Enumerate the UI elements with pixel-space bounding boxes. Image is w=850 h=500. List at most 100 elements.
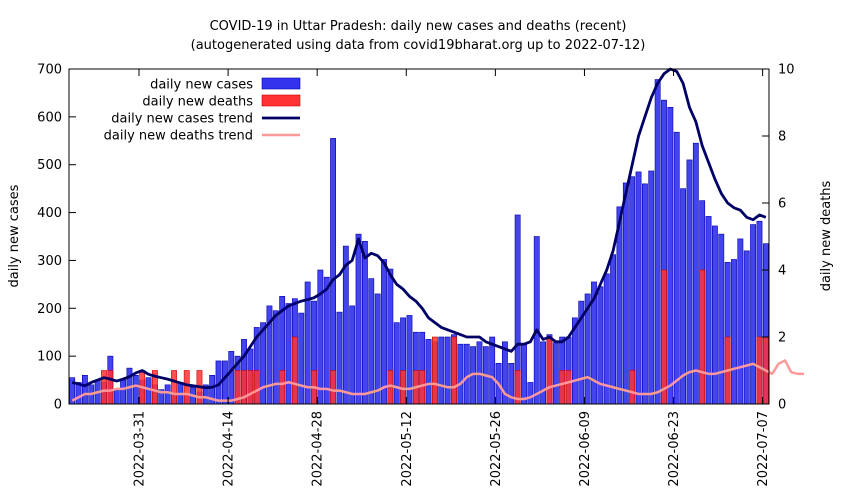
case-bar <box>260 322 267 405</box>
case-bar <box>673 131 680 405</box>
case-bar <box>489 336 496 405</box>
case-bar <box>521 343 527 405</box>
case-bar <box>164 384 171 405</box>
cases-trend-line <box>71 67 767 390</box>
case-bar <box>393 322 400 405</box>
case-bar <box>406 315 413 405</box>
case-bar <box>737 238 744 405</box>
x-tick-label: 2022-06-09 <box>578 411 593 487</box>
case-bar <box>361 240 368 405</box>
case-bar <box>323 276 330 405</box>
case-bar <box>635 171 642 405</box>
y2-tick-label: 0 <box>778 398 786 413</box>
case-bar <box>444 336 451 405</box>
legend-swatch-deaths <box>261 94 301 107</box>
case-bar <box>317 269 324 405</box>
case-bar <box>743 250 750 405</box>
case-bar <box>285 303 292 405</box>
case-bar <box>272 310 279 405</box>
case-bar <box>750 224 756 405</box>
death-bar <box>253 370 260 405</box>
case-bar <box>540 341 546 405</box>
death-bar <box>291 336 298 405</box>
y-axis-label: daily new cases <box>7 184 22 287</box>
case-bar <box>349 305 356 405</box>
death-bar <box>756 336 763 405</box>
death-bar <box>183 370 190 405</box>
death-bar <box>451 336 457 405</box>
legend: daily new cases daily new deaths daily new… <box>104 77 301 144</box>
case-bar <box>438 336 445 405</box>
case-bar <box>463 343 470 405</box>
death-bar <box>171 370 177 405</box>
legend-label: daily new cases trend <box>111 112 253 127</box>
case-bar <box>552 342 559 405</box>
y-tick-label: 0 <box>54 398 62 413</box>
y-tick-label: 300 <box>37 254 62 269</box>
case-bar <box>680 188 686 405</box>
plot-area <box>69 67 804 405</box>
y2-tick-label: 4 <box>778 264 786 279</box>
case-bar <box>527 382 534 405</box>
case-bar <box>533 236 540 405</box>
death-bar <box>629 370 636 405</box>
case-bar <box>457 343 464 405</box>
y-tick-label: 700 <box>37 63 62 78</box>
case-bar <box>368 278 375 405</box>
chart-subtitle: (autogenerated using data from covid19bh… <box>191 38 646 53</box>
death-bar <box>699 269 706 405</box>
death-bar <box>661 269 667 405</box>
y-tick-label: 600 <box>37 110 62 125</box>
death-bar <box>330 370 337 405</box>
case-bar <box>641 183 648 405</box>
chart-title: COVID-19 in Uttar Pradesh: daily new cas… <box>210 19 627 34</box>
x-tick-label: 2022-06-23 <box>667 411 682 487</box>
y-tick-label: 400 <box>37 206 62 221</box>
plot-frame <box>68 68 770 405</box>
y2-tick-label: 2 <box>778 331 786 346</box>
y-tick-label: 500 <box>37 158 62 173</box>
legend-label: daily new deaths <box>142 95 253 110</box>
case-bar <box>731 259 737 405</box>
case-bar <box>298 312 305 405</box>
case-bar <box>120 379 127 405</box>
death-bar <box>431 336 438 405</box>
case-bar <box>374 293 381 405</box>
case-bar <box>145 377 152 405</box>
case-bar <box>705 216 712 405</box>
death-bar <box>559 370 566 405</box>
x-tick-label: 2022-05-12 <box>400 411 415 487</box>
death-bar <box>279 370 286 405</box>
case-bar <box>686 159 693 405</box>
case-bar <box>718 233 725 405</box>
x-tick-label: 2022-04-14 <box>222 411 237 487</box>
death-bar <box>565 370 572 405</box>
x-tick-label: 2022-05-26 <box>489 411 504 487</box>
legend-swatch-cases <box>261 77 301 90</box>
case-bar <box>228 351 235 405</box>
case-bar <box>597 286 604 405</box>
case-bar <box>654 79 661 405</box>
y-tick-label: 100 <box>37 350 62 365</box>
x-tick-label: 2022-04-28 <box>311 411 326 487</box>
case-bar <box>330 138 337 405</box>
y2-tick-label: 10 <box>778 63 795 78</box>
case-bar <box>711 225 718 405</box>
case-bar <box>425 339 432 405</box>
case-bar <box>622 182 629 405</box>
y2-tick-label: 6 <box>778 197 786 212</box>
death-bar <box>107 370 114 405</box>
case-bar <box>381 259 387 405</box>
case-bar <box>648 170 655 405</box>
legend-label: daily new cases <box>150 78 253 93</box>
case-bar <box>629 176 636 405</box>
case-bar <box>222 360 228 405</box>
y-tick-label: 200 <box>37 302 62 317</box>
case-bar <box>113 389 120 405</box>
deaths-trend-line <box>71 359 804 402</box>
case-bar <box>355 233 362 405</box>
case-bar <box>82 374 88 405</box>
y2-tick-label: 8 <box>778 130 786 145</box>
x-tick-label: 2022-07-07 <box>756 411 771 487</box>
